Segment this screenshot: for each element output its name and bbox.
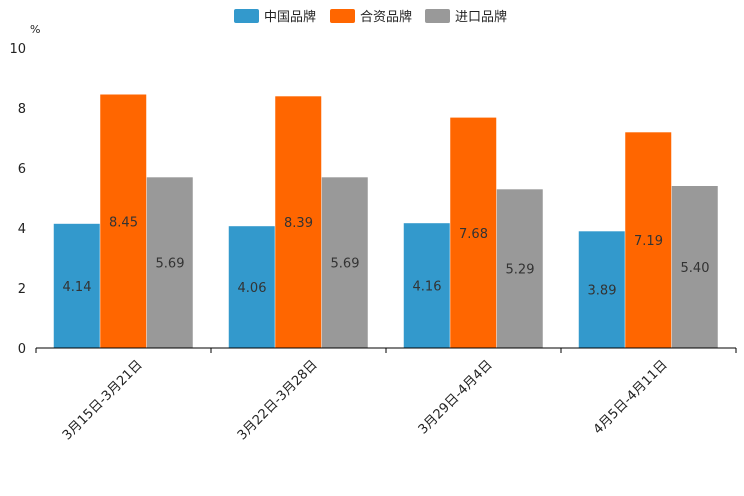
- y-tick-label: 0: [18, 342, 26, 357]
- x-category-label: 3月22日-3月28日: [235, 358, 321, 444]
- bar-value-label: 4.06: [238, 281, 267, 296]
- bars: [53, 94, 718, 348]
- bar-value-label: 4.16: [413, 280, 442, 295]
- bar-value-label: 7.19: [634, 234, 663, 249]
- bar: [450, 117, 497, 348]
- y-axis: 0 2 4 6 8 10: [9, 42, 26, 357]
- bar: [228, 226, 275, 348]
- bar-value-label: 8.45: [109, 215, 138, 230]
- legend-swatch: [330, 9, 355, 23]
- x-category-label: 3月29日-4月4日: [416, 358, 496, 438]
- legend: 中国品牌 合资品牌 进口品牌: [234, 9, 507, 25]
- bar: [403, 223, 450, 348]
- y-tick-label: 8: [18, 102, 26, 117]
- y-tick-label: 2: [18, 282, 26, 297]
- x-category-label: 4月5日-4月11日: [591, 358, 671, 438]
- bar: [496, 189, 543, 348]
- bar: [146, 177, 193, 348]
- bar-value-label: 4.14: [63, 280, 92, 295]
- y-tick-label: 6: [18, 162, 26, 177]
- legend-swatch: [234, 9, 259, 23]
- bar-value-label: 5.29: [506, 263, 535, 278]
- legend-label: 合资品牌: [360, 9, 412, 25]
- bar: [100, 94, 147, 348]
- bar-value-label: 5.69: [156, 257, 185, 272]
- bar: [275, 96, 322, 348]
- bar-value-label: 3.89: [588, 284, 617, 299]
- data-labels: 4.14 8.45 5.69 4.06 8.39 5.69 4.16 7.68 5.29 3.89…: [63, 215, 710, 298]
- legend-label: 中国品牌: [264, 9, 316, 25]
- y-tick-label: 10: [9, 42, 26, 57]
- bar-value-label: 5.40: [681, 261, 710, 276]
- x-axis: 3月15日-3月21日 3月22日-3月28日 3月29日-4月4日 4月5日-4月1…: [35, 348, 737, 444]
- bar-value-label: 8.39: [284, 216, 313, 231]
- bar: [578, 231, 625, 348]
- bar: [321, 177, 368, 348]
- bar: [53, 223, 100, 348]
- y-tick-label: 4: [18, 222, 26, 237]
- bar-value-label: 7.68: [459, 227, 488, 242]
- bar-value-label: 5.69: [331, 257, 360, 272]
- legend-label: 进口品牌: [455, 9, 507, 25]
- y-axis-unit-label: %: [30, 23, 40, 36]
- bar: [625, 132, 672, 348]
- legend-swatch: [425, 9, 450, 23]
- bar: [671, 186, 718, 348]
- x-category-label: 3月15日-3月21日: [60, 358, 146, 444]
